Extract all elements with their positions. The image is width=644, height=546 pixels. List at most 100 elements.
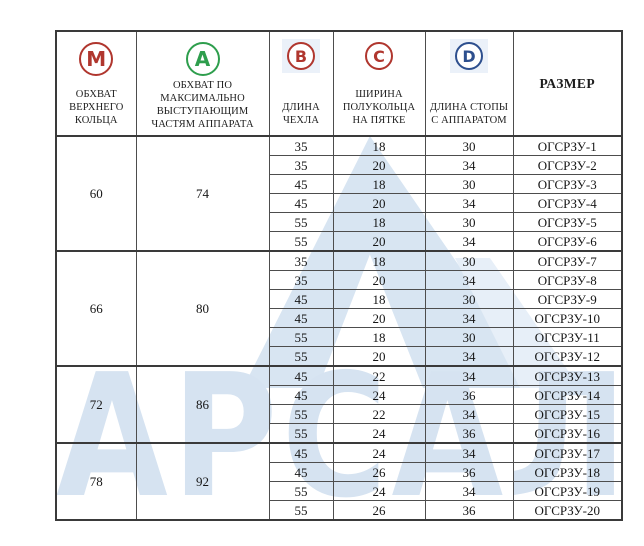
cell-cover-length: 45 bbox=[268, 174, 334, 194]
cell-cover-length: 55 bbox=[268, 500, 334, 521]
cell-foot-length: 34 bbox=[424, 193, 514, 213]
m-value: 78 bbox=[55, 442, 137, 521]
column-label-d: ДЛИНА СТОПЫ С АППАРАТОМ bbox=[429, 102, 509, 126]
cell-foot-length: 36 bbox=[424, 423, 514, 444]
column-header-c: C ШИРИНА ПОЛУКОЛЬЦА НА ПЯТКЕ bbox=[332, 30, 426, 137]
table-row: 55 22 34 ОГСРЗУ-15 bbox=[56, 404, 623, 424]
cell-size-code: ОГСРЗУ-20 bbox=[512, 500, 623, 521]
table-row: 55 20 34 ОГСРЗУ-12 bbox=[56, 346, 623, 367]
m-value: 60 bbox=[55, 135, 137, 252]
table-row: 55 18 30 ОГСРЗУ-5 bbox=[56, 212, 623, 232]
table-row: 60 74 35 18 30 ОГСРЗУ-1 bbox=[55, 135, 623, 252]
cell-foot-length: 34 bbox=[424, 155, 514, 175]
column-label-c: ШИРИНА ПОЛУКОЛЬЦА НА ПЯТКЕ bbox=[342, 89, 416, 126]
table-row: 45 20 34 ОГСРЗУ-10 bbox=[56, 308, 623, 328]
cell-size-code: ОГСРЗУ-10 bbox=[512, 308, 623, 328]
cell-cover-length: 55 bbox=[268, 423, 334, 444]
cell-size-code: ОГСРЗУ-9 bbox=[512, 289, 623, 309]
column-header-b: B ДЛИНА ЧЕХЛА bbox=[268, 30, 334, 137]
cell-size-code: ОГСРЗУ-16 bbox=[512, 423, 623, 444]
table-row: 55 18 30 ОГСРЗУ-11 bbox=[56, 327, 623, 347]
cell-size-code: ОГСРЗУ-12 bbox=[512, 346, 623, 367]
cell-foot-length: 34 bbox=[424, 308, 514, 328]
cell-foot-length: 30 bbox=[424, 250, 514, 271]
cell-size-code: ОГСРЗУ-18 bbox=[512, 462, 623, 482]
circled-letter-D-icon: D bbox=[450, 39, 488, 73]
cell-size-code: ОГСРЗУ-4 bbox=[512, 193, 623, 213]
cell-halfring-width: 20 bbox=[332, 270, 426, 290]
cell-size-code: ОГСРЗУ-8 bbox=[512, 270, 623, 290]
cell-cover-length: 55 bbox=[268, 212, 334, 232]
cell-cover-length: 35 bbox=[268, 250, 334, 271]
cell-cover-length: 55 bbox=[268, 346, 334, 367]
cell-foot-length: 34 bbox=[424, 442, 514, 463]
cell-foot-length: 30 bbox=[424, 327, 514, 347]
cell-halfring-width: 18 bbox=[332, 327, 426, 347]
cell-size-code: ОГСРЗУ-11 bbox=[512, 327, 623, 347]
table-row: 55 24 34 ОГСРЗУ-19 bbox=[56, 481, 623, 501]
cell-cover-length: 45 bbox=[268, 365, 334, 386]
a-value: 86 bbox=[135, 365, 270, 444]
circled-letter-C-icon: C bbox=[360, 39, 398, 73]
cell-size-code: ОГСРЗУ-6 bbox=[512, 231, 623, 252]
cell-foot-length: 36 bbox=[424, 385, 514, 405]
cell-foot-length: 30 bbox=[424, 135, 514, 156]
cell-halfring-width: 20 bbox=[332, 231, 426, 252]
a-value: 74 bbox=[135, 135, 270, 252]
cell-foot-length: 34 bbox=[424, 365, 514, 386]
circled-letter-A-icon: A bbox=[181, 39, 225, 79]
cell-cover-length: 55 bbox=[268, 327, 334, 347]
cell-halfring-width: 24 bbox=[332, 423, 426, 444]
cell-cover-length: 45 bbox=[268, 289, 334, 309]
cell-size-code: ОГСРЗУ-19 bbox=[512, 481, 623, 501]
cell-size-code: ОГСРЗУ-14 bbox=[512, 385, 623, 405]
cell-foot-length: 34 bbox=[424, 404, 514, 424]
cell-foot-length: 36 bbox=[424, 500, 514, 521]
cell-foot-length: 30 bbox=[424, 174, 514, 194]
cell-halfring-width: 20 bbox=[332, 193, 426, 213]
cell-foot-length: 36 bbox=[424, 462, 514, 482]
header-row: M ОБХВАТ ВЕРХНЕГО КОЛЬЦА A ОБХВАТ ПО МАКСИМ… bbox=[55, 30, 623, 137]
cell-halfring-width: 26 bbox=[332, 462, 426, 482]
cell-size-code: ОГСРЗУ-3 bbox=[512, 174, 623, 194]
cell-cover-length: 55 bbox=[268, 481, 334, 501]
table-row: 45 20 34 ОГСРЗУ-4 bbox=[56, 193, 623, 213]
cell-cover-length: 45 bbox=[268, 442, 334, 463]
cell-halfring-width: 24 bbox=[332, 442, 426, 463]
cell-halfring-width: 22 bbox=[332, 365, 426, 386]
table-row: 45 26 36 ОГСРЗУ-18 bbox=[56, 462, 623, 482]
column-label-a: ОБХВАТ ПО МАКСИМАЛЬНО ВЫСТУПАЮЩИМ ЧАСТЯМ… bbox=[151, 80, 254, 130]
cell-cover-length: 45 bbox=[268, 385, 334, 405]
column-label-b: ДЛИНА ЧЕХЛА bbox=[282, 102, 320, 126]
column-header-m: M ОБХВАТ ВЕРХНЕГО КОЛЬЦА bbox=[55, 30, 137, 137]
table-row: 45 18 30 ОГСРЗУ-3 bbox=[56, 174, 623, 194]
a-value: 80 bbox=[135, 250, 270, 367]
sizing-table: M ОБХВАТ ВЕРХНЕГО КОЛЬЦА A ОБХВАТ ПО МАКСИМ… bbox=[55, 30, 623, 521]
column-header-a: A ОБХВАТ ПО МАКСИМАЛЬНО ВЫСТУПАЮЩИМ ЧАСТЯ… bbox=[135, 30, 270, 137]
cell-halfring-width: 20 bbox=[332, 155, 426, 175]
cell-halfring-width: 20 bbox=[332, 346, 426, 367]
cell-cover-length: 45 bbox=[268, 462, 334, 482]
cell-halfring-width: 18 bbox=[332, 250, 426, 271]
cell-halfring-width: 18 bbox=[332, 135, 426, 156]
column-header-size: РАЗМЕР bbox=[512, 30, 623, 137]
cell-halfring-width: 20 bbox=[332, 308, 426, 328]
table-row: 78 92 45 24 34 ОГСРЗУ-17 bbox=[55, 442, 623, 521]
m-value: 72 bbox=[55, 365, 137, 444]
cell-foot-length: 34 bbox=[424, 231, 514, 252]
cell-foot-length: 34 bbox=[424, 270, 514, 290]
cell-foot-length: 30 bbox=[424, 212, 514, 232]
cell-size-code: ОГСРЗУ-1 bbox=[512, 135, 623, 156]
cell-size-code: ОГСРЗУ-7 bbox=[512, 250, 623, 271]
cell-foot-length: 30 bbox=[424, 289, 514, 309]
cell-cover-length: 45 bbox=[268, 193, 334, 213]
table-row: 55 26 36 ОГСРЗУ-20 bbox=[56, 500, 623, 521]
column-header-d: D ДЛИНА СТОПЫ С АППАРАТОМ bbox=[424, 30, 514, 137]
cell-foot-length: 34 bbox=[424, 481, 514, 501]
cell-foot-length: 34 bbox=[424, 346, 514, 367]
column-label-m: ОБХВАТ ВЕРХНЕГО КОЛЬЦА bbox=[69, 89, 124, 126]
cell-halfring-width: 22 bbox=[332, 404, 426, 424]
cell-halfring-width: 18 bbox=[332, 289, 426, 309]
cell-halfring-width: 24 bbox=[332, 481, 426, 501]
